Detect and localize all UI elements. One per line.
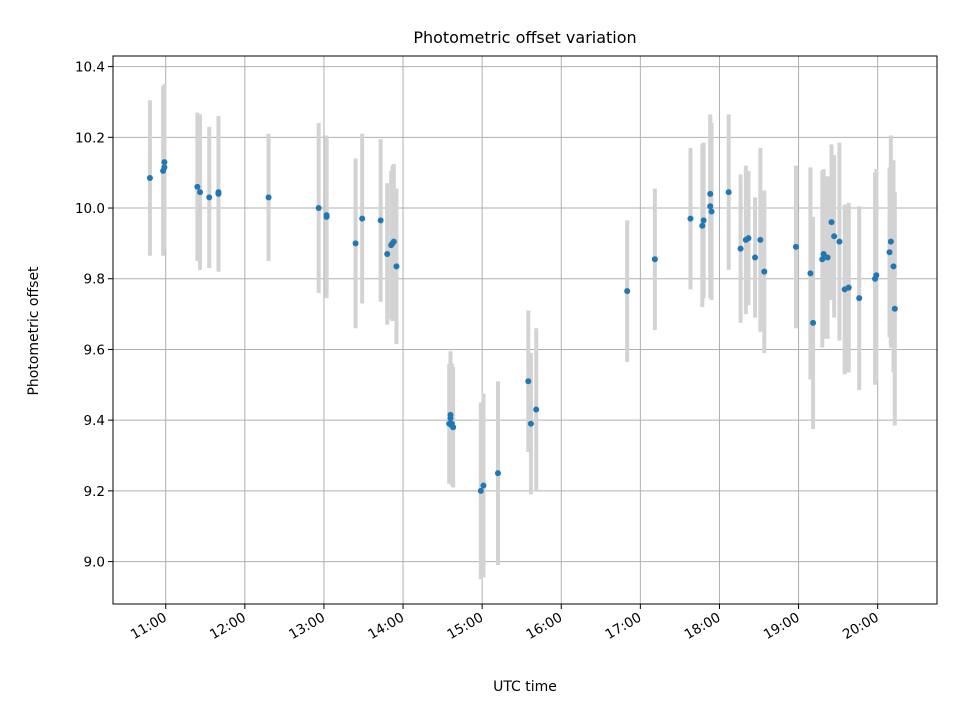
data-point [807,270,814,277]
data-point [707,203,714,210]
data-point [810,319,817,326]
data-point [737,245,744,252]
data-point [197,189,204,196]
data-point [206,194,213,201]
data-point [752,254,759,261]
data-point [687,215,694,222]
data-point [699,222,706,229]
data-point [745,235,752,242]
data-point [194,183,201,190]
y-tick-label: 9.2 [84,484,105,500]
data-point [725,189,732,196]
data-point [873,272,880,279]
data-point [891,305,898,312]
x-axis-label: UTC time [493,679,557,695]
chart-title: Photometric offset variation [413,28,636,47]
y-tick-label: 9.0 [84,555,105,571]
data-point [820,250,827,257]
grid [113,56,937,604]
data-point [384,250,391,257]
data-point [707,190,714,197]
data-point [480,482,487,489]
data-point [447,411,454,418]
data-point [836,238,843,245]
data-point [393,263,400,270]
data-point [819,256,826,263]
data-point [761,268,768,275]
data-point [377,217,384,224]
data-point [624,288,631,295]
data-point [792,243,799,250]
data-point [352,240,359,247]
data-point [533,406,540,413]
data-point [824,254,831,261]
data-point [700,217,707,224]
y-tick-label: 10.4 [75,60,105,76]
data-point [708,208,715,215]
data-point [161,164,168,171]
data-point [527,420,534,427]
data-point [651,256,658,263]
y-axis-label: Photometric offset [26,266,42,396]
y-tick-label: 9.6 [84,342,105,358]
data-point [215,190,222,197]
data-point [828,219,835,226]
data-point [831,233,838,240]
data-point [845,284,852,291]
y-tick-label: 9.4 [84,413,105,429]
data-points [146,159,898,494]
y-tick-label: 10.2 [75,130,105,146]
data-point [146,174,153,181]
data-point [265,194,272,201]
data-point [161,159,168,166]
data-point [450,424,457,431]
data-point [856,295,863,302]
data-point [323,212,330,219]
data-point [757,236,764,243]
y-axis-ticks: 9.0 9.2 9.4 9.6 9.8 10.0 10.2 10.4 [75,60,113,571]
data-point [890,263,897,270]
data-point [494,470,501,477]
data-point [525,378,532,385]
y-tick-label: 9.8 [84,272,105,288]
data-point [477,487,484,494]
data-point [315,205,322,212]
data-point [886,249,893,256]
data-point [887,238,894,245]
y-tick-label: 10.0 [75,201,105,217]
data-point [359,215,366,222]
data-point [390,238,397,245]
plot-frame [112,55,938,605]
